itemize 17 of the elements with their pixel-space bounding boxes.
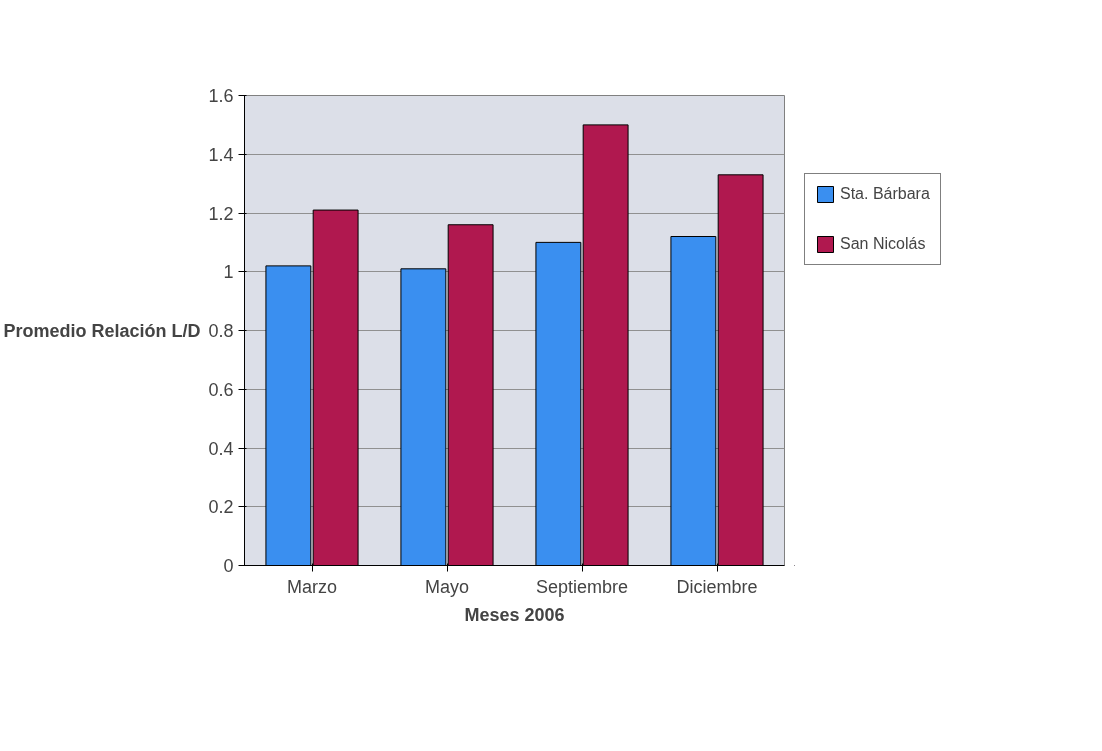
y-tick-label: 0 xyxy=(223,556,234,576)
y-tick-label: 1.6 xyxy=(208,86,234,106)
y-tick-label: 0.8 xyxy=(208,321,234,341)
y-tick-label: 0.6 xyxy=(208,379,234,400)
y-tick-label: 1 xyxy=(223,262,234,283)
x-tick-label: Mayo xyxy=(424,576,470,597)
y-axis-title: Promedio Relación L/D xyxy=(3,320,201,341)
x-tick-label: Septiembre xyxy=(535,576,629,597)
x-tick-label: Diciembre xyxy=(676,576,758,597)
legend-label: Sta. Bárbara xyxy=(840,185,930,203)
y-tick-label: 1.4 xyxy=(208,144,234,165)
y-tick-label: 0.2 xyxy=(208,497,234,518)
y-tick-label: 1.2 xyxy=(208,203,234,224)
x-axis-title: Meses 2006 xyxy=(464,604,565,625)
y-tick-label: 0.4 xyxy=(208,438,234,459)
x-tick-label: Marzo xyxy=(287,576,338,597)
legend-label: San Nicolás xyxy=(840,235,926,253)
